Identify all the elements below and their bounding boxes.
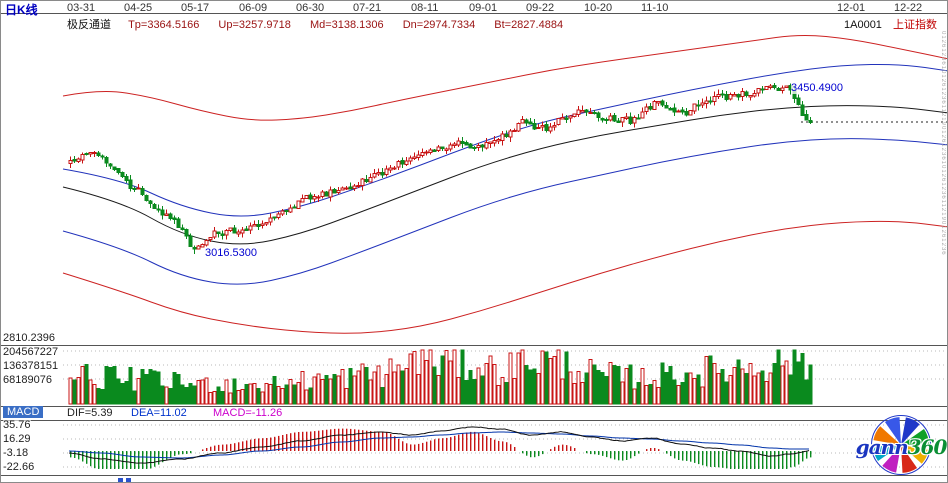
indicator-value-up: Up=3257.9718 <box>218 19 291 31</box>
symbol-name: 上证指数 <box>893 19 937 31</box>
indicator-header: 极反通道 Tp=3364.5166 Up=3257.9718 Md=3138.1… <box>67 16 579 31</box>
date-tick: 09-01 <box>469 2 498 14</box>
pinwheel-icon <box>873 417 929 473</box>
indicator-value-md: Md=3138.1306 <box>309 19 384 31</box>
gann360-logo: gann360 <box>851 412 947 476</box>
separator-line <box>1 406 947 407</box>
right-edge-watermark: 0126123610126123611219012612361012612361… <box>940 31 946 256</box>
macd-axis-label: -22.66 <box>3 461 35 473</box>
date-tick: 10-20 <box>584 2 613 14</box>
indicator-value-dn: Dn=2974.7334 <box>402 19 476 31</box>
high-price-annotation: 3450.4900 <box>791 82 843 94</box>
logo-text-gann: gann <box>855 435 909 459</box>
channel-lines-group <box>62 34 947 334</box>
macd-axis-label: 35.76 <box>3 419 31 431</box>
symbol-header: 1A0001 上证指数 <box>844 16 937 32</box>
indicator-value-bt: Bt=2827.4884 <box>494 19 564 31</box>
kline-type-label[interactable]: 日K线 <box>5 3 38 17</box>
macd-header: MACD DIF=5.39 DEA=11.02 MACD=-11.26 <box>1 406 947 420</box>
separator-line <box>1 345 947 346</box>
indicator-value-tp: Tp=3364.5166 <box>128 19 200 31</box>
logo-text: gann360 <box>851 435 947 459</box>
macd-hist-value: MACD=-11.26 <box>213 407 283 419</box>
date-tick: 07-21 <box>353 2 382 14</box>
macd-dea-value: DEA=11.02 <box>131 407 187 419</box>
bottom-left-marker <box>118 478 123 482</box>
macd-dif-value: DIF=5.39 <box>67 407 113 419</box>
macd-indicator-button[interactable]: MACD <box>3 406 44 418</box>
macd-axis-label: 16.29 <box>3 433 31 445</box>
date-tick: 03-31 <box>67 2 96 14</box>
date-tick: 06-30 <box>296 2 325 14</box>
volume-bars-group <box>68 349 813 405</box>
date-tick: 06-09 <box>239 2 268 14</box>
date-tick: 09-22 <box>526 2 555 14</box>
low-price-annotation: 3016.5300 <box>205 247 257 259</box>
volume-axis-label: 68189076 <box>3 374 52 386</box>
bottom-left-marker <box>126 478 131 482</box>
separator-line <box>1 420 947 421</box>
date-tick: 05-17 <box>181 2 210 14</box>
candles-group <box>68 83 813 254</box>
bottom-strip <box>1 476 947 482</box>
date-tick: 04-25 <box>124 2 153 14</box>
volume-axis-label: 204567227 <box>3 346 59 358</box>
date-tick: 08-11 <box>411 2 439 14</box>
date-tick: 11-10 <box>641 2 669 14</box>
volume-axis-label: 136378151 <box>3 360 59 372</box>
macd-axis-label: -3.18 <box>3 447 29 459</box>
macd-group <box>68 426 812 469</box>
logo-text-360: 360 <box>907 435 947 459</box>
separator-line <box>1 475 947 476</box>
indicator-name[interactable]: 极反通道 <box>67 19 111 31</box>
symbol-code: 1A0001 <box>844 19 882 31</box>
date-tick: 12-01 <box>837 2 866 14</box>
date-tick: 12-22 <box>894 2 923 14</box>
date-axis: 日K线 03-31 04-25 05-17 06-09 06-30 07-21 … <box>1 1 947 17</box>
price-axis-label: 2810.2396 <box>3 332 55 344</box>
